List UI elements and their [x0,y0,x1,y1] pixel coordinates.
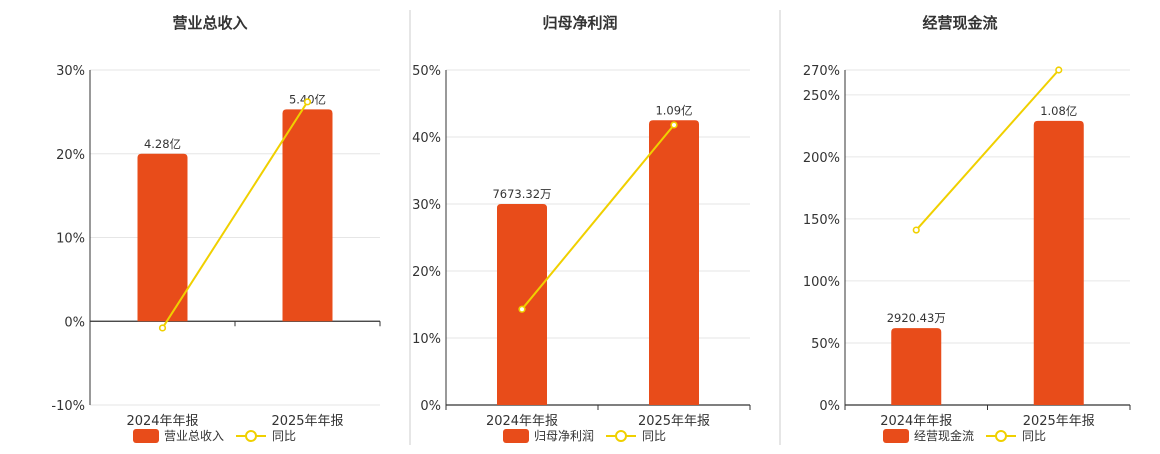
chart-panel-1: 营业总收入-10%0%10%20%30%2024年年报2025年年报4.28亿5… [51,14,381,443]
bar [891,328,942,405]
y-tick-label: 200% [803,151,840,166]
yoy-point [670,121,678,129]
y-tick-label: 30% [56,64,85,79]
legend-swatch-marker [995,430,1007,442]
y-tick-label: 10% [412,332,441,347]
x-tick-label: 2024年年报 [880,414,952,429]
y-tick-label: 270% [803,64,840,79]
bar [649,120,699,405]
y-tick-label: 50% [412,64,441,79]
bar [137,153,188,322]
legend-label: 同比 [272,429,296,443]
y-tick-label: -10% [51,399,85,414]
legend-swatch-marker [245,430,257,442]
legend-label: 同比 [1022,429,1046,443]
y-tick-label: 0% [64,315,85,330]
y-tick-label: 20% [56,148,85,163]
bar [497,204,547,405]
y-tick-label: 100% [803,275,840,290]
legend-label: 营业总收入 [164,429,224,443]
yoy-point [912,226,920,234]
y-tick-label: 30% [412,198,441,213]
chart-panel-3: 经营现金流 0% 50% 100% 150% 200% 250% 270% 2024年年报 202… [803,14,1131,443]
chart-title: 营业总收入 [172,14,247,32]
bar-data-label: 4.28亿 [144,137,181,151]
legend-label: 同比 [642,429,666,443]
legend-swatch-bar [133,429,159,443]
bar [1033,120,1084,406]
y-tick-label: 250% [803,89,840,104]
legend-swatch-bar [503,429,529,443]
bar-data-label: 1.08亿 [1040,104,1077,118]
yoy-point [303,98,312,106]
yoy-line [521,124,675,310]
y-tick-label: 50% [811,337,840,352]
yoy-line [161,101,309,329]
y-tick-label: 150% [803,213,840,228]
x-tick-label: 2025年年报 [1023,414,1095,429]
legend-swatch-marker [615,430,627,442]
legend-swatch-bar [883,429,909,443]
chart-panel-2: 归母净利润 0% 10% 20% 30% 40% 50% 2024年年报 2025年年报 7673… [412,14,751,443]
y-tick-label: 0% [819,399,840,414]
y-tick-label: 10% [56,232,85,247]
chart-title: 经营现金流 [922,14,997,32]
bar-data-label: 1.09亿 [655,103,692,117]
yoy-point [518,305,526,313]
legend-label: 归母净利润 [534,429,594,443]
x-tick-label: 2025年年报 [638,414,710,429]
y-tick-label: 40% [412,131,441,146]
yoy-point [1055,66,1063,74]
x-tick-label: 2024年年报 [486,414,558,429]
bar [282,109,333,322]
legend-label: 经营现金流 [914,428,974,443]
y-tick-label: 0% [420,399,441,414]
x-tick-label: 2024年年报 [126,414,198,429]
yoy-point [158,324,167,332]
x-tick-label: 2025年年报 [271,414,343,429]
y-tick-label: 20% [412,265,441,280]
yoy-line [915,69,1060,231]
bar-data-label: 7673.32万 [492,187,551,201]
bar-data-label: 2920.43万 [887,311,946,325]
chart-title: 归母净利润 [542,14,617,32]
